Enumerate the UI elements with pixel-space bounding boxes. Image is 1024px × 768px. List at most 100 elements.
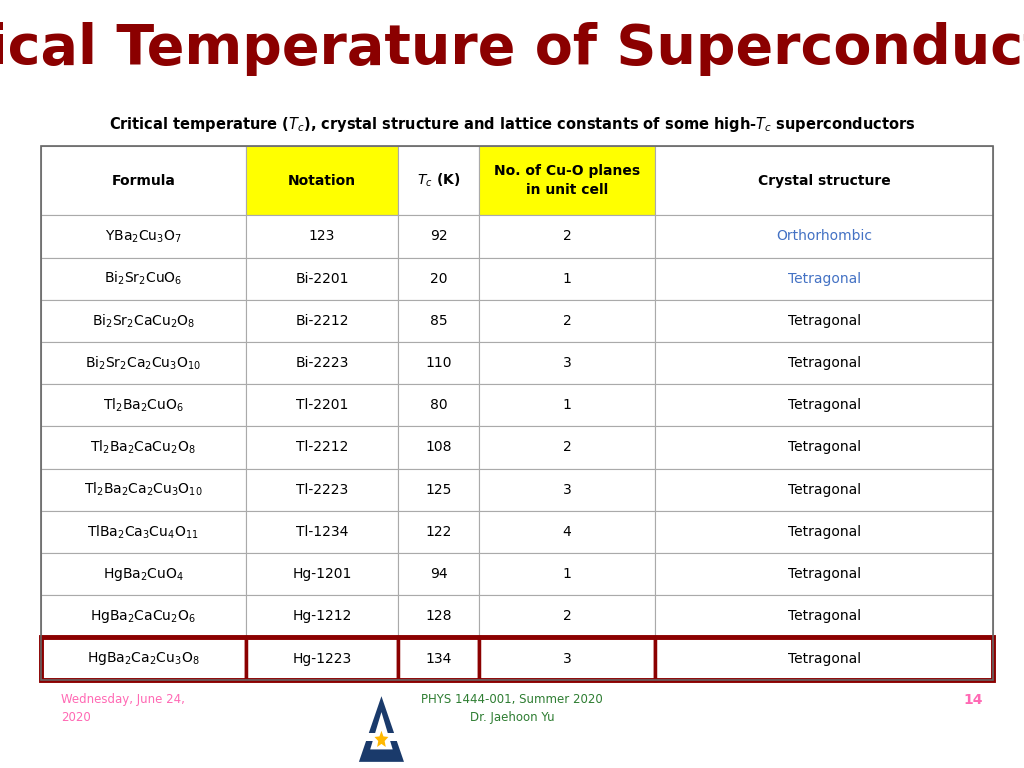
FancyBboxPatch shape [41,300,246,342]
FancyBboxPatch shape [246,146,398,215]
FancyBboxPatch shape [246,595,398,637]
Text: Bi$_2$Sr$_2$CaCu$_2$O$_8$: Bi$_2$Sr$_2$CaCu$_2$O$_8$ [92,312,195,329]
FancyBboxPatch shape [246,637,398,680]
Text: Critical temperature ($T_c$), crystal structure and lattice constants of some hi: Critical temperature ($T_c$), crystal st… [109,115,915,134]
FancyBboxPatch shape [479,426,655,468]
Text: TlBa$_2$Ca$_3$Cu$_4$O$_{11}$: TlBa$_2$Ca$_3$Cu$_4$O$_{11}$ [87,523,200,541]
Text: 3: 3 [563,483,571,497]
FancyBboxPatch shape [246,468,398,511]
Text: Bi-2212: Bi-2212 [295,314,348,328]
FancyBboxPatch shape [41,637,246,680]
FancyBboxPatch shape [364,733,399,741]
Text: Tetragonal: Tetragonal [787,609,861,624]
FancyBboxPatch shape [655,300,993,342]
Text: Tetragonal: Tetragonal [787,272,861,286]
FancyBboxPatch shape [246,300,398,342]
Text: Tl-2201: Tl-2201 [296,399,348,412]
Text: 92: 92 [430,230,447,243]
FancyBboxPatch shape [398,595,479,637]
FancyBboxPatch shape [41,511,246,553]
Text: 85: 85 [430,314,447,328]
Text: Tetragonal: Tetragonal [787,441,861,455]
Text: HgBa$_2$Ca$_2$Cu$_3$O$_8$: HgBa$_2$Ca$_2$Cu$_3$O$_8$ [87,650,200,667]
Text: 134: 134 [425,651,452,666]
FancyBboxPatch shape [479,637,655,680]
FancyBboxPatch shape [479,384,655,426]
Text: Bi-2201: Bi-2201 [295,272,348,286]
Text: No. of Cu-O planes
in unit cell: No. of Cu-O planes in unit cell [494,164,640,197]
FancyBboxPatch shape [41,215,246,257]
FancyBboxPatch shape [246,384,398,426]
Text: 1: 1 [562,272,571,286]
Text: Orthorhombic: Orthorhombic [776,230,872,243]
Text: Tetragonal: Tetragonal [787,525,861,539]
Text: HgBa$_2$CaCu$_2$O$_6$: HgBa$_2$CaCu$_2$O$_6$ [90,607,197,625]
FancyBboxPatch shape [398,468,479,511]
Text: Bi$_2$Sr$_2$CuO$_6$: Bi$_2$Sr$_2$CuO$_6$ [104,270,182,287]
Text: 122: 122 [425,525,452,539]
FancyBboxPatch shape [655,553,993,595]
FancyBboxPatch shape [398,342,479,384]
FancyBboxPatch shape [246,426,398,468]
FancyBboxPatch shape [479,146,655,215]
FancyBboxPatch shape [655,595,993,637]
FancyBboxPatch shape [41,553,246,595]
FancyBboxPatch shape [398,384,479,426]
Text: HgBa$_2$CuO$_4$: HgBa$_2$CuO$_4$ [102,566,184,583]
Text: 123: 123 [308,230,335,243]
Text: Hg-1212: Hg-1212 [292,609,351,624]
Text: 2: 2 [563,441,571,455]
Text: Tl-2223: Tl-2223 [296,483,348,497]
Text: PHYS 1444-001, Summer 2020
Dr. Jaehoon Yu: PHYS 1444-001, Summer 2020 Dr. Jaehoon Y… [421,693,603,724]
Text: Tl-1234: Tl-1234 [296,525,348,539]
FancyBboxPatch shape [246,553,398,595]
Text: 20: 20 [430,272,447,286]
FancyBboxPatch shape [41,384,246,426]
FancyBboxPatch shape [479,468,655,511]
FancyBboxPatch shape [479,553,655,595]
FancyBboxPatch shape [655,468,993,511]
Text: Wednesday, June 24,
2020: Wednesday, June 24, 2020 [61,693,185,724]
FancyBboxPatch shape [398,511,479,553]
Text: 110: 110 [425,356,452,370]
FancyBboxPatch shape [479,595,655,637]
FancyBboxPatch shape [655,384,993,426]
Text: 2: 2 [563,609,571,624]
Text: YBa$_2$Cu$_3$O$_7$: YBa$_2$Cu$_3$O$_7$ [104,228,182,245]
FancyBboxPatch shape [41,342,246,384]
Text: Tl$_2$Ba$_2$CuO$_6$: Tl$_2$Ba$_2$CuO$_6$ [103,396,183,414]
Text: Hg-1223: Hg-1223 [292,651,351,666]
Text: Bi$_2$Sr$_2$Ca$_2$Cu$_3$O$_{10}$: Bi$_2$Sr$_2$Ca$_2$Cu$_3$O$_{10}$ [85,354,202,372]
Text: Bi-2223: Bi-2223 [295,356,348,370]
Polygon shape [371,712,392,750]
FancyBboxPatch shape [41,426,246,468]
Text: 125: 125 [425,483,452,497]
FancyBboxPatch shape [41,146,246,215]
FancyBboxPatch shape [398,300,479,342]
Text: Tetragonal: Tetragonal [787,314,861,328]
FancyBboxPatch shape [655,511,993,553]
Text: Critical Temperature of Superconductors: Critical Temperature of Superconductors [0,22,1024,76]
FancyBboxPatch shape [398,146,479,215]
Text: 1: 1 [562,399,571,412]
Text: $T_c$ (K): $T_c$ (K) [417,172,460,190]
FancyBboxPatch shape [398,257,479,300]
Text: 3: 3 [563,651,571,666]
FancyBboxPatch shape [479,257,655,300]
Text: 108: 108 [425,441,452,455]
Text: Tetragonal: Tetragonal [787,567,861,581]
FancyBboxPatch shape [246,342,398,384]
Text: Tl$_2$Ba$_2$CaCu$_2$O$_8$: Tl$_2$Ba$_2$CaCu$_2$O$_8$ [90,439,197,456]
FancyBboxPatch shape [479,300,655,342]
Text: 1: 1 [562,567,571,581]
Text: Tl$_2$Ba$_2$Ca$_2$Cu$_3$O$_{10}$: Tl$_2$Ba$_2$Ca$_2$Cu$_3$O$_{10}$ [84,481,203,498]
FancyBboxPatch shape [41,595,246,637]
Text: Tetragonal: Tetragonal [787,651,861,666]
FancyBboxPatch shape [655,257,993,300]
FancyBboxPatch shape [655,426,993,468]
FancyBboxPatch shape [246,511,398,553]
FancyBboxPatch shape [655,342,993,384]
Text: 4: 4 [563,525,571,539]
Text: Tl-2212: Tl-2212 [296,441,348,455]
FancyBboxPatch shape [41,257,246,300]
